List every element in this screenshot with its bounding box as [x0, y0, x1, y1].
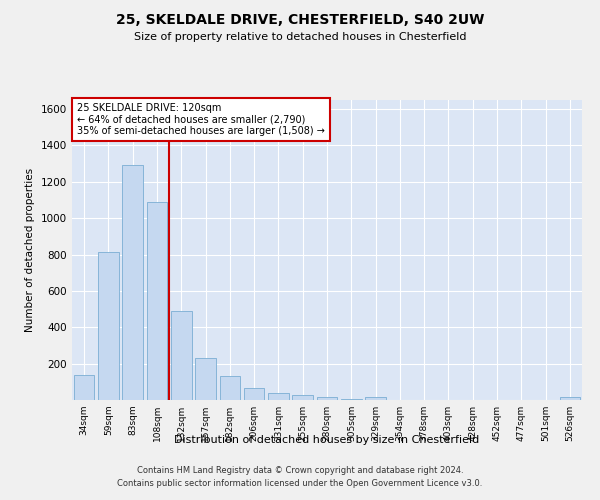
Bar [560, 398, 580, 400]
Text: 25, SKELDALE DRIVE, CHESTERFIELD, S40 2UW: 25, SKELDALE DRIVE, CHESTERFIELD, S40 2U… [116, 12, 484, 26]
Bar [195, 358, 216, 400]
Bar [220, 376, 240, 400]
Text: Distribution of detached houses by size in Chesterfield: Distribution of detached houses by size … [175, 435, 479, 445]
Bar [146, 202, 167, 400]
Bar [365, 398, 386, 400]
Text: Size of property relative to detached houses in Chesterfield: Size of property relative to detached ho… [134, 32, 466, 42]
Text: Contains HM Land Registry data © Crown copyright and database right 2024.
Contai: Contains HM Land Registry data © Crown c… [118, 466, 482, 487]
Bar [98, 252, 119, 400]
Bar [292, 396, 313, 400]
Y-axis label: Number of detached properties: Number of detached properties [25, 168, 35, 332]
Text: 25 SKELDALE DRIVE: 120sqm
← 64% of detached houses are smaller (2,790)
35% of se: 25 SKELDALE DRIVE: 120sqm ← 64% of detac… [77, 103, 325, 136]
Bar [317, 398, 337, 400]
Bar [122, 164, 143, 400]
Bar [268, 394, 289, 400]
Bar [244, 388, 265, 400]
Bar [171, 311, 191, 400]
Bar [74, 376, 94, 400]
Bar [341, 399, 362, 400]
